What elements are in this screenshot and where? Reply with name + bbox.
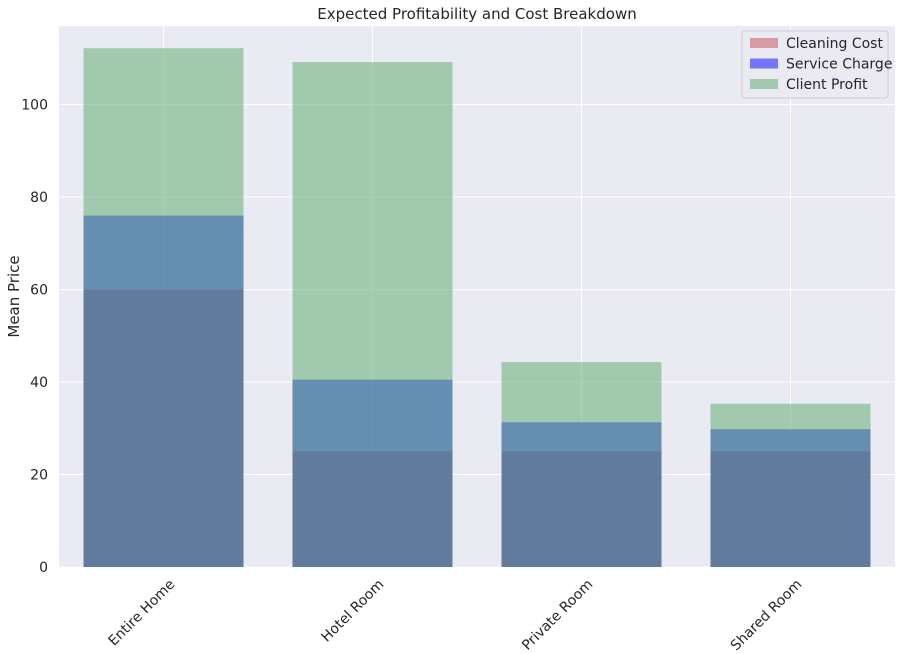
bar-client-profit	[83, 48, 244, 567]
y-tick-label: 60	[30, 283, 48, 299]
legend-label: Service Charge	[786, 57, 892, 73]
x-tick-label: Entire Home	[106, 577, 179, 650]
y-axis-label: Mean Price	[5, 255, 23, 337]
chart-title: Expected Profitability and Cost Breakdow…	[317, 5, 636, 23]
legend-swatch	[750, 58, 778, 69]
bars	[83, 48, 871, 568]
x-tick-label: Private Room	[519, 577, 596, 654]
legend: Cleaning Cost Service Charge Client Profit	[741, 30, 892, 99]
legend-label: Cleaning Cost	[786, 36, 883, 52]
x-tick-label: Hotel Room	[318, 577, 387, 646]
y-tick-label: 100	[21, 98, 48, 114]
bar-client-profit	[501, 362, 662, 567]
y-tick-label: 40	[30, 375, 48, 391]
legend-label: Client Profit	[786, 77, 868, 93]
y-tick-label: 80	[30, 190, 48, 206]
bar-client-profit	[710, 403, 871, 567]
y-tick-label: 0	[39, 560, 48, 576]
y-tick-label: 20	[30, 468, 48, 484]
legend-swatch	[750, 38, 778, 48]
x-tick-label: Shared Room	[728, 577, 806, 654]
bar-client-profit	[292, 62, 453, 568]
legend-box	[741, 30, 889, 99]
legend-swatch	[750, 79, 778, 89]
